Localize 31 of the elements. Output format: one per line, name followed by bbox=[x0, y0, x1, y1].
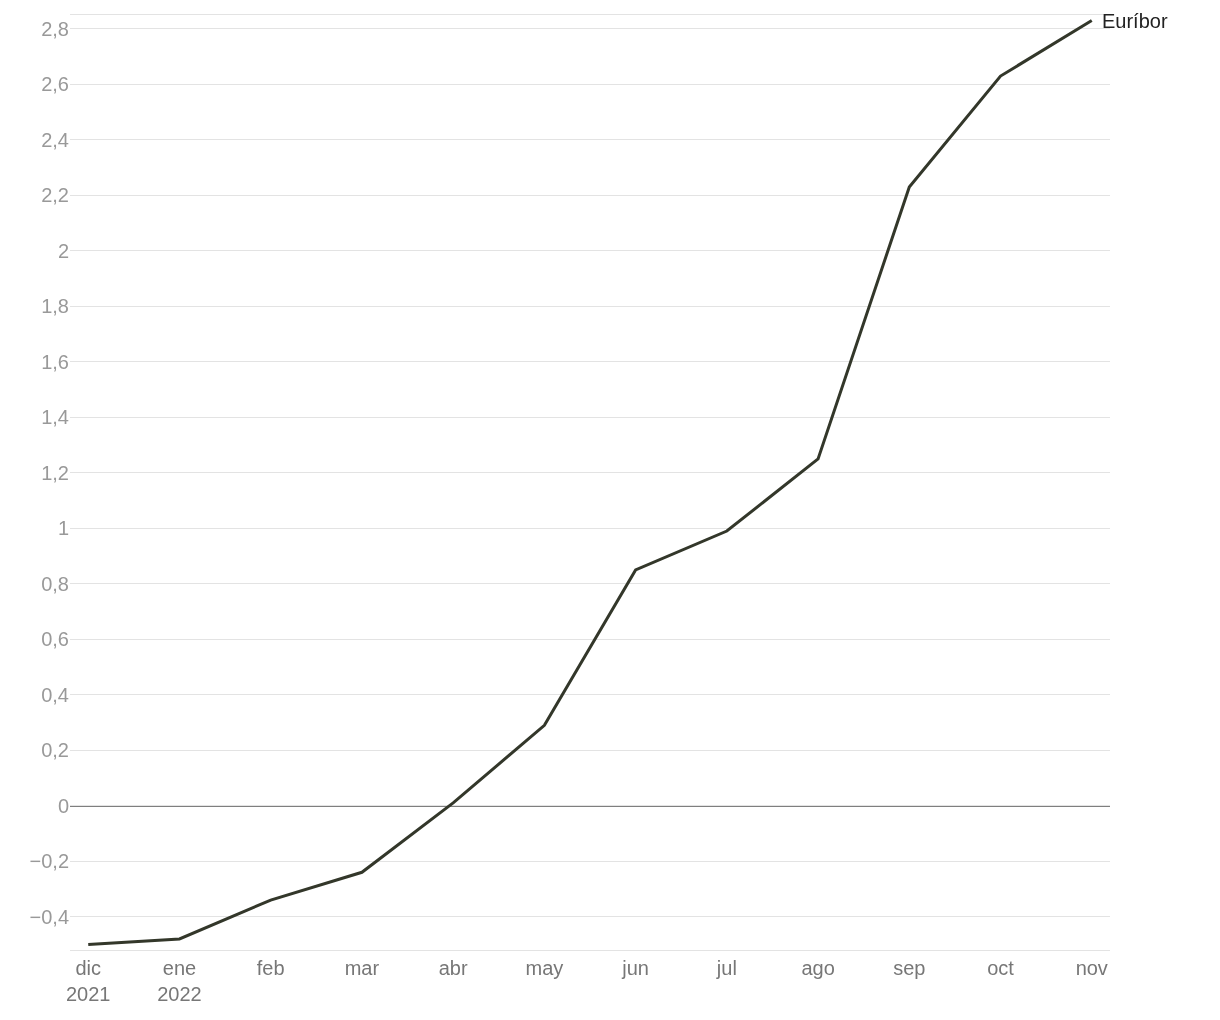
y-tick-label: 0,8 bbox=[41, 572, 69, 595]
x-tick-label: mar bbox=[344, 957, 380, 979]
x-tick-label: abr bbox=[438, 957, 468, 979]
x-tick-label: may bbox=[525, 957, 564, 979]
x-tick-label: feb bbox=[256, 957, 285, 979]
y-tick-label: 2,2 bbox=[41, 184, 69, 207]
y-tick-label: 1,6 bbox=[41, 350, 69, 373]
x-tick-label: jul bbox=[715, 957, 737, 979]
y-tick-label: 1 bbox=[57, 517, 69, 540]
x-tick-label: sep bbox=[893, 957, 926, 979]
y-tick-label: 1,4 bbox=[41, 406, 69, 429]
x-tick-label: ago bbox=[801, 957, 835, 979]
y-tick-label: 2,4 bbox=[41, 128, 69, 151]
series-label: Euríbor bbox=[1102, 10, 1168, 32]
y-tick-label: 0,6 bbox=[41, 628, 69, 651]
x-tick-label: oct bbox=[987, 957, 1015, 979]
y-tick-label: 0,2 bbox=[41, 739, 69, 762]
y-tick-label: 2,8 bbox=[41, 17, 69, 40]
y-tick-label: −0,2 bbox=[29, 850, 69, 873]
y-tick-label: −0,4 bbox=[29, 905, 69, 928]
y-tick-label: 0 bbox=[57, 794, 69, 817]
x-tick-label: dic 2021 bbox=[66, 957, 111, 1005]
y-tick-label: 2 bbox=[57, 239, 69, 262]
x-tick-label: ene 2022 bbox=[157, 957, 202, 1005]
y-tick-label: 2,6 bbox=[41, 73, 69, 96]
y-tick-label: 0,4 bbox=[41, 683, 69, 706]
y-tick-label: 1,2 bbox=[41, 461, 69, 484]
x-tick-label: nov bbox=[1075, 957, 1108, 979]
line-series bbox=[86, 19, 1094, 946]
y-tick-label: 1,8 bbox=[41, 295, 69, 318]
x-tick-label: jun bbox=[621, 957, 649, 979]
